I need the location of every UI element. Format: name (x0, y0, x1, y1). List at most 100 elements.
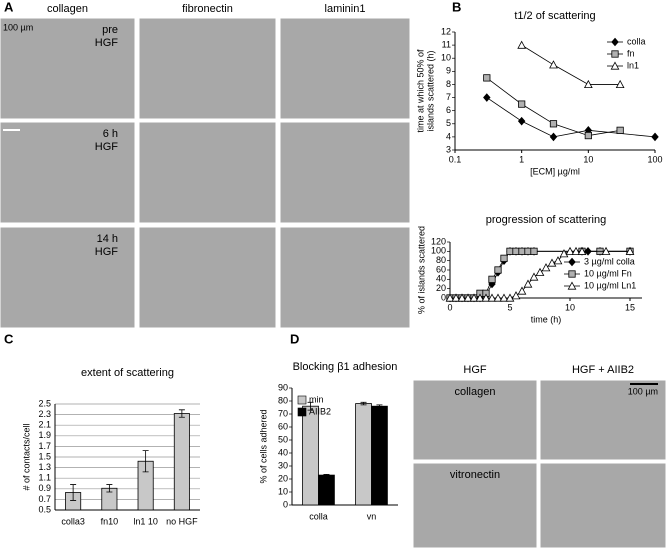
marker (577, 246, 587, 255)
chart-title: t1/2 of scattering (514, 10, 595, 22)
series-line (521, 44, 621, 85)
micrograph (0, 17, 136, 120)
micrograph (0, 226, 136, 329)
row-label: pre (102, 24, 118, 36)
marker (541, 263, 551, 272)
legend-label: AIIB2 (309, 406, 331, 416)
marker (487, 293, 497, 302)
y-axis-label: time at which 50% of (415, 49, 425, 133)
micrograph (279, 17, 411, 120)
error-bar (360, 401, 367, 406)
row-label: HGF (95, 246, 119, 258)
legend-swatch (297, 407, 307, 417)
marker (481, 293, 491, 302)
y-tick-label: 1.3 (38, 462, 51, 472)
y-tick-label: 8 (446, 79, 451, 89)
legend-label: 10 µg/ml Fn (584, 268, 632, 278)
y-tick-label: 60 (278, 421, 288, 431)
marker (517, 116, 526, 126)
marker (549, 120, 558, 128)
marker (494, 266, 502, 274)
x-tick-label: colla3 (61, 516, 85, 526)
chart: progression of scattering % of islands sc… (416, 214, 642, 324)
marker (611, 37, 619, 47)
column-label: fibronectin (182, 3, 233, 15)
y-tick-label: 1.9 (38, 430, 51, 440)
marker (601, 246, 611, 255)
bar (355, 403, 372, 506)
legend-label: min (309, 394, 324, 404)
y-tick-label: 3 (446, 144, 451, 154)
marker (524, 247, 532, 255)
legend-swatch (297, 395, 307, 405)
micrograph (279, 226, 411, 329)
chart-title: progression of scattering (486, 214, 606, 226)
y-tick-label: 0 (441, 292, 446, 302)
y-tick-label: 0.7 (38, 494, 51, 504)
marker (625, 246, 635, 255)
marker (506, 247, 514, 255)
x-tick-label: ln1 10 (133, 516, 158, 526)
marker (568, 270, 576, 278)
row-label: 14 h (97, 233, 118, 245)
y-tick-label: 40 (436, 274, 446, 284)
x-tick-label: colla (309, 511, 328, 521)
marker (505, 293, 515, 302)
panel-letter: B (452, 0, 461, 14)
row-label: collagen (455, 386, 496, 398)
error-bar (376, 404, 383, 408)
chart-title: Blocking β1 adhesion (293, 361, 398, 373)
y-tick-label: 50 (278, 434, 288, 444)
bar (302, 405, 319, 506)
x-tick-label: fn10 (101, 516, 119, 526)
x-tick-label: 0 (447, 302, 452, 312)
y-tick-label: 5 (446, 118, 451, 128)
bar (173, 413, 190, 511)
y-tick-label: 20 (436, 283, 446, 293)
legend-label: fn (627, 48, 635, 58)
error-bar (307, 401, 314, 411)
micrograph (539, 462, 666, 548)
y-tick-label: 2.5 (38, 398, 51, 408)
bar (371, 405, 388, 506)
x-tick-label: 5 (507, 302, 512, 312)
error-bar (106, 484, 113, 493)
y-tick-label: 12 (441, 26, 451, 36)
row-label: HGF (95, 141, 119, 153)
marker (571, 246, 581, 255)
error-bar (142, 450, 149, 473)
y-tick-label: 40 (278, 447, 288, 457)
y-tick-label: 80 (436, 255, 446, 265)
x-tick-label: no HGF (166, 516, 198, 526)
marker (483, 74, 491, 82)
y-tick-label: 1.1 (38, 473, 51, 483)
row-label: HGF (95, 37, 119, 49)
marker (517, 40, 527, 49)
marker (518, 100, 526, 108)
marker (530, 247, 538, 255)
marker (549, 60, 558, 69)
marker (451, 293, 461, 302)
y-tick-label: 10 (278, 486, 288, 496)
x-tick-label: vn (367, 511, 377, 521)
y-tick-label: 2.1 (38, 420, 51, 430)
y-axis-label: % of cells adhered (258, 409, 268, 483)
marker (651, 132, 659, 142)
panel-letter: D (290, 331, 299, 346)
marker (610, 61, 620, 70)
marker (488, 275, 496, 283)
marker (553, 256, 563, 265)
error-bar (323, 474, 330, 477)
legend-label: 3 µg/ml colla (584, 256, 635, 266)
y-tick-label: 9 (446, 66, 451, 76)
y-tick-label: 100 (431, 246, 446, 256)
y-tick-label: 1.7 (38, 441, 51, 451)
marker (559, 249, 569, 258)
scale-bar-label: 100 µm (3, 22, 33, 32)
y-tick-label: 11 (442, 39, 451, 49)
marker (583, 79, 593, 89)
marker (611, 50, 619, 58)
legend-label: colla (627, 36, 646, 46)
marker (518, 247, 526, 255)
y-tick-label: 0.5 (38, 504, 51, 514)
